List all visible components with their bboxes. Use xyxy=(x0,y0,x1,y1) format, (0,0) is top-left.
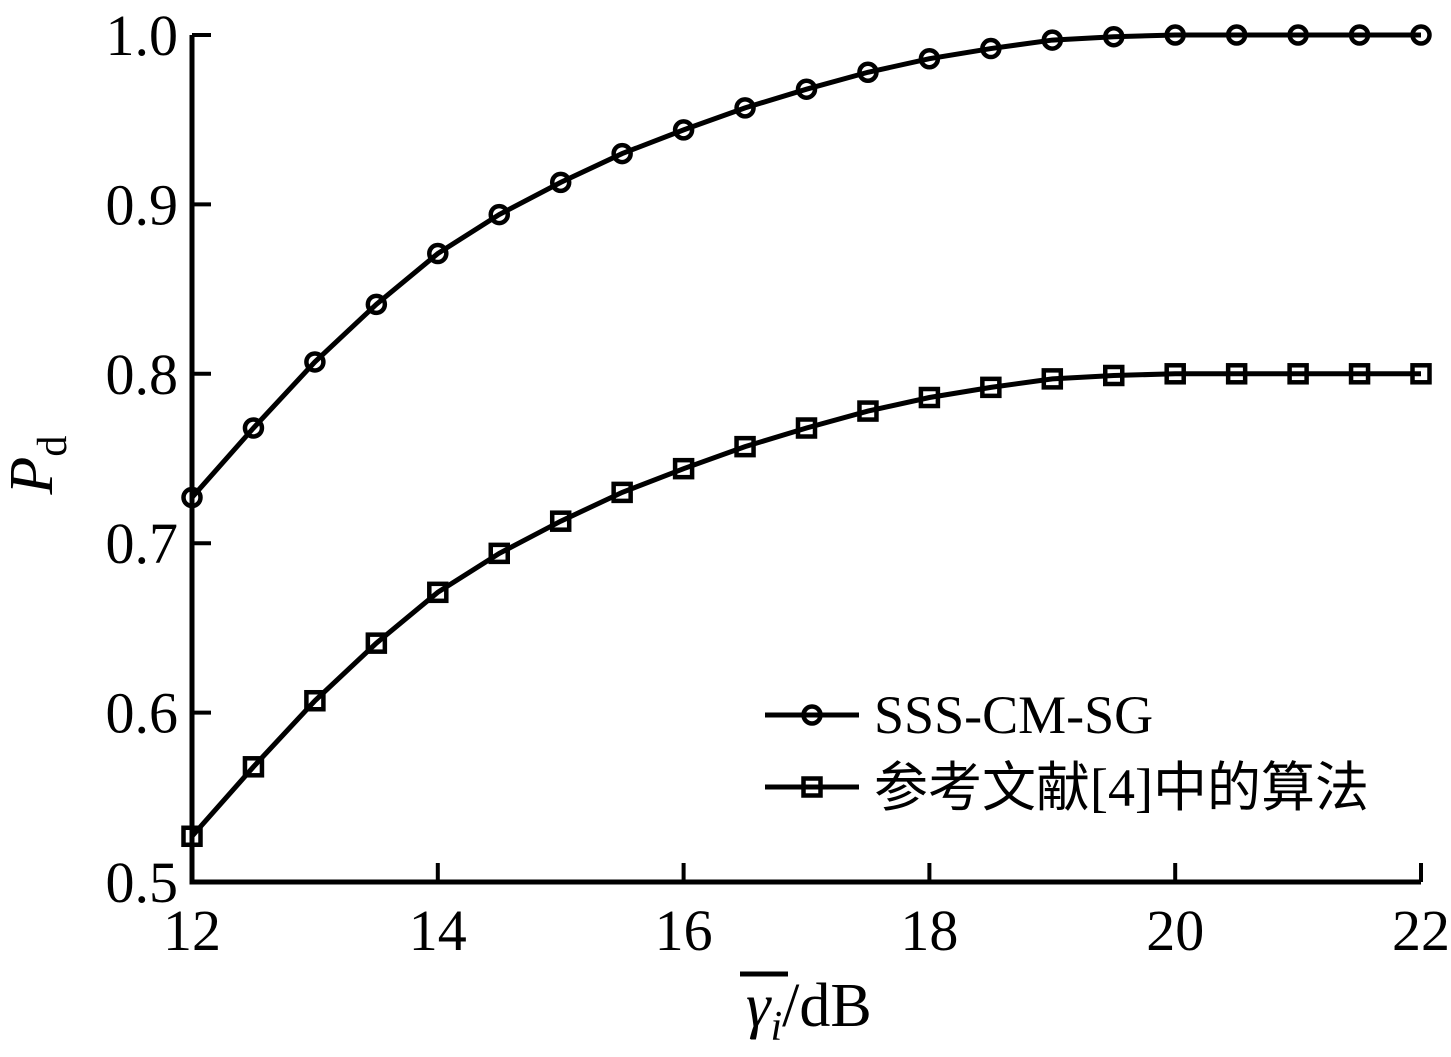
data-point-circle xyxy=(427,242,449,265)
data-point-square xyxy=(1348,363,1371,385)
data-point-circle xyxy=(488,203,510,226)
data-point-square xyxy=(734,435,756,458)
data-point-circle xyxy=(1225,24,1248,46)
data-point-square xyxy=(611,481,633,504)
x-axis-unit: /dB xyxy=(782,972,872,1040)
x-axis-symbol: γ xyxy=(746,972,772,1040)
series-squares xyxy=(181,363,1432,848)
data-point-square xyxy=(1041,368,1064,390)
legend: SSS-CM-SG 参考文献[4]中的算法 xyxy=(765,685,1369,818)
x-tick-label: 20 xyxy=(1146,898,1204,963)
y-tick-label: 0.8 xyxy=(106,342,179,407)
data-point-square xyxy=(1103,364,1125,387)
data-point-square xyxy=(365,632,388,654)
legend-item-reference-algorithm: 参考文献[4]中的算法 xyxy=(765,758,1369,818)
data-point-circle xyxy=(1287,24,1309,46)
data-point-square xyxy=(795,417,818,439)
data-point-circle xyxy=(1164,24,1186,46)
data-point-circle xyxy=(242,417,265,439)
axis-spines xyxy=(189,35,1421,885)
data-point-circle xyxy=(549,171,572,194)
y-tick-label: 0.5 xyxy=(106,850,179,915)
data-point-square xyxy=(1164,363,1186,385)
x-tick-label: 12 xyxy=(163,898,221,963)
y-tick-label: 0.7 xyxy=(106,511,179,576)
y-tick-label: 1.0 xyxy=(106,3,179,68)
data-point-square xyxy=(857,400,879,422)
data-point-square xyxy=(488,542,510,565)
legend-square-marker-icon xyxy=(801,776,823,798)
data-point-square xyxy=(181,825,203,848)
series-circles xyxy=(181,24,1432,509)
data-point-circle xyxy=(304,351,326,373)
data-point-square xyxy=(1225,363,1248,385)
data-point-square xyxy=(427,581,449,604)
series-line xyxy=(190,371,1421,838)
data-point-square xyxy=(918,386,941,409)
legend-circle-marker-icon xyxy=(801,704,823,726)
data-point-circle xyxy=(918,47,941,70)
x-tick-label: 14 xyxy=(409,898,467,963)
axes: 0.5 0.6 0.7 0.8 0.9 1.0 12 14 16 18 20 22 xyxy=(106,3,1451,963)
data-point-circle xyxy=(857,61,879,84)
series-line xyxy=(190,32,1421,500)
data-point-square xyxy=(242,756,265,778)
y-axis-symbol: P xyxy=(0,457,66,496)
data-point-square xyxy=(304,689,326,712)
x-tick-label: 22 xyxy=(1392,898,1450,963)
x-tick-label: 16 xyxy=(655,898,713,963)
legend-label-reference-algorithm: 参考文献[4]中的算法 xyxy=(874,758,1369,818)
y-axis-subscript: d xyxy=(30,436,76,457)
data-point-circle xyxy=(365,293,388,316)
x-axis-subscript: i xyxy=(770,1004,782,1050)
data-point-circle xyxy=(181,486,203,509)
data-point-circle xyxy=(980,37,1002,60)
data-point-circle xyxy=(611,142,633,165)
series-plots xyxy=(181,24,1432,848)
data-point-square xyxy=(1410,363,1432,385)
y-tick-label: 0.9 xyxy=(106,172,179,237)
legend-item-sss-cm-sg: SSS-CM-SG xyxy=(765,685,1153,745)
data-point-square xyxy=(980,376,1002,399)
data-point-circle xyxy=(1410,24,1432,46)
data-point-circle xyxy=(1041,29,1064,51)
x-tick-label: 18 xyxy=(900,898,958,963)
y-axis-label: Pd xyxy=(0,436,76,496)
data-point-circle xyxy=(1348,24,1371,46)
x-axis-label: γi/dB xyxy=(740,971,872,1050)
data-point-square xyxy=(672,457,695,480)
data-point-circle xyxy=(734,97,756,119)
legend-label-sss-cm-sg: SSS-CM-SG xyxy=(874,685,1153,745)
svg-text:γi/dB: γi/dB xyxy=(746,972,872,1050)
y-tick-label: 0.6 xyxy=(106,681,179,746)
data-point-square xyxy=(1287,363,1309,385)
data-point-circle xyxy=(1103,25,1125,48)
data-point-circle xyxy=(672,119,695,141)
data-point-square xyxy=(549,510,572,532)
data-point-circle xyxy=(795,78,818,100)
